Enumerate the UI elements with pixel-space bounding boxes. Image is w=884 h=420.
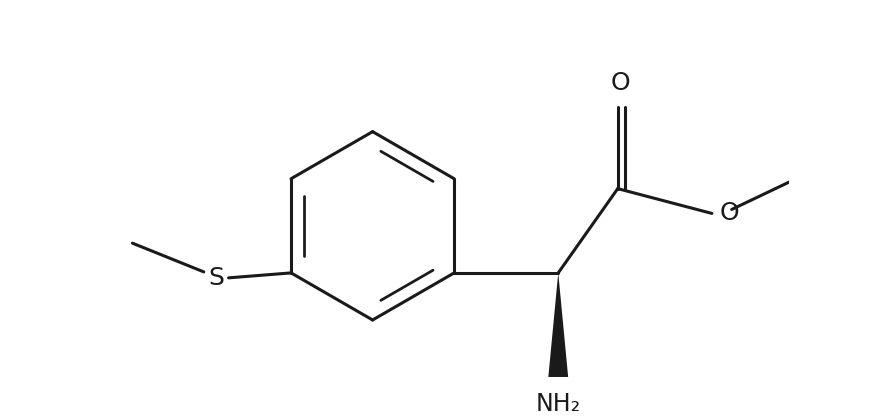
- Text: NH₂: NH₂: [536, 392, 581, 416]
- Polygon shape: [548, 273, 568, 377]
- Text: O: O: [720, 202, 739, 226]
- Text: S: S: [209, 266, 225, 290]
- Text: O: O: [611, 71, 630, 95]
